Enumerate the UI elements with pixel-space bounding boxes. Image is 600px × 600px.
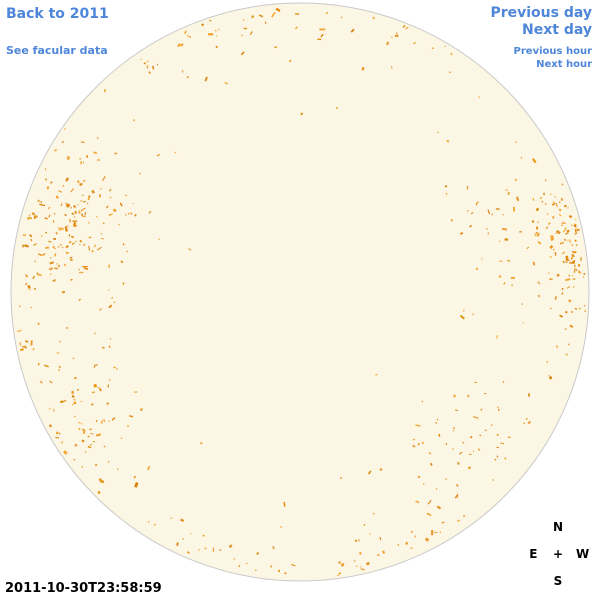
compass-center-mark: + [552, 546, 564, 561]
see-facular-data-link[interactable]: See facular data [6, 44, 108, 57]
back-to-year-link[interactable]: Back to 2011 [6, 6, 109, 22]
facula-specks [17, 7, 587, 577]
hour-navigation: Previous hour Next hour [514, 45, 592, 71]
compass-west-label: W [576, 546, 590, 561]
compass-north-label: N [552, 520, 564, 535]
previous-hour-link[interactable]: Previous hour [513, 46, 592, 57]
next-day-link[interactable]: Next day [522, 22, 592, 38]
observation-timestamp: 2011-10-30T23:58:59 [5, 581, 162, 596]
compass-south-label: S [553, 573, 563, 588]
previous-day-link[interactable]: Previous day [490, 5, 592, 21]
compass-east-label: E [529, 546, 538, 561]
solar-disk [10, 2, 590, 582]
compass-rose: N E + W S [521, 514, 595, 594]
day-navigation: Previous day Next day [490, 5, 592, 39]
next-hour-link[interactable]: Next hour [536, 59, 592, 70]
